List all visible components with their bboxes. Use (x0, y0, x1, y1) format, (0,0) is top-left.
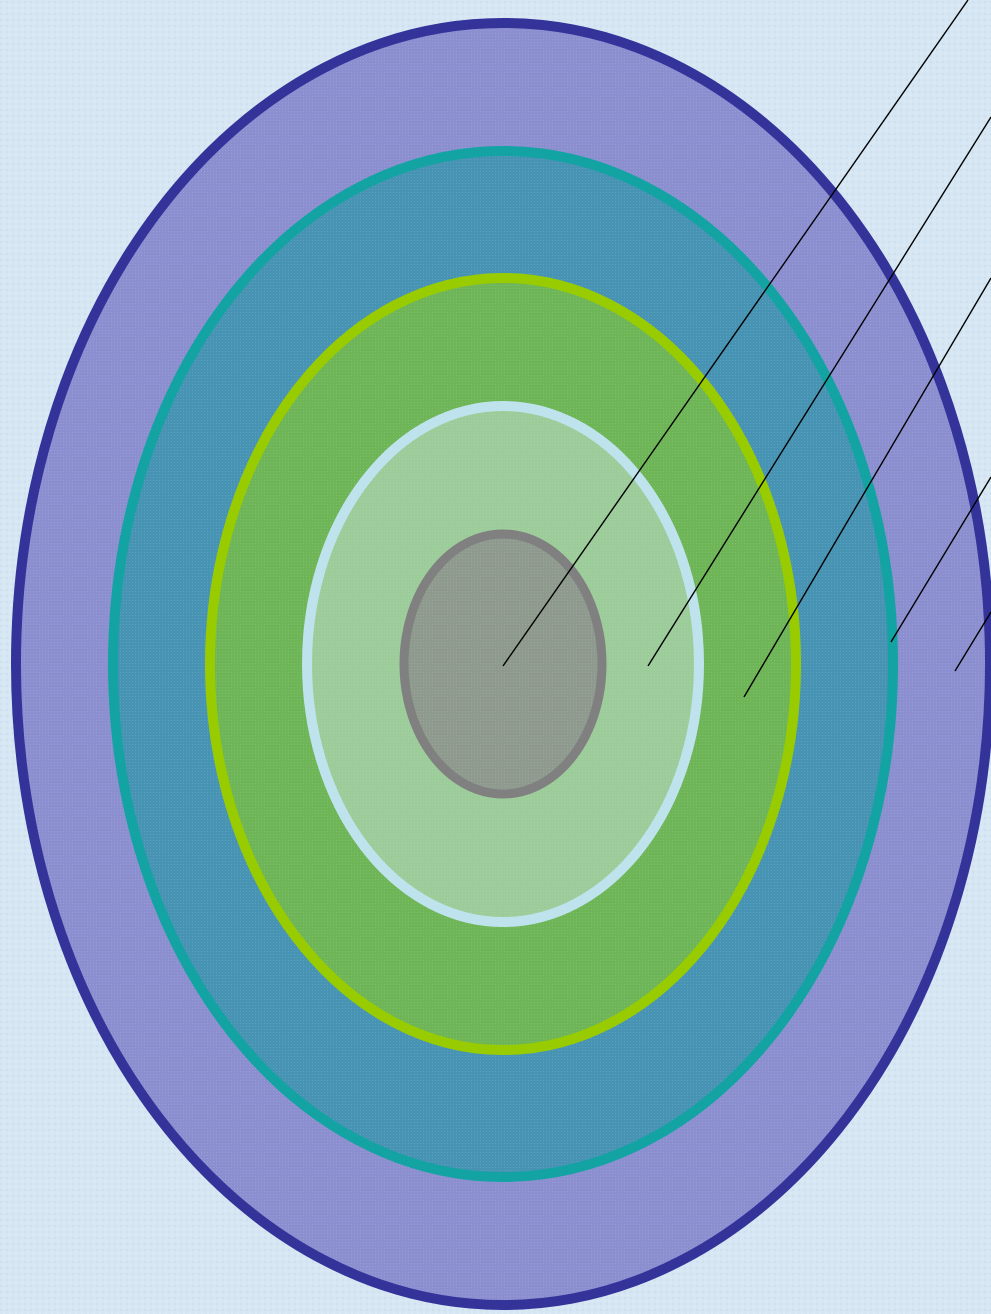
leader-line-3 (743, 277, 991, 698)
leader-line-2 (647, 116, 991, 667)
leader-lines-group (502, 0, 991, 698)
leader-line-5 (954, 611, 991, 672)
core-layer-texture (408, 538, 598, 790)
leader-line-4 (890, 476, 991, 643)
layers-group (11, 18, 991, 1310)
leader-line-1 (502, 0, 969, 667)
